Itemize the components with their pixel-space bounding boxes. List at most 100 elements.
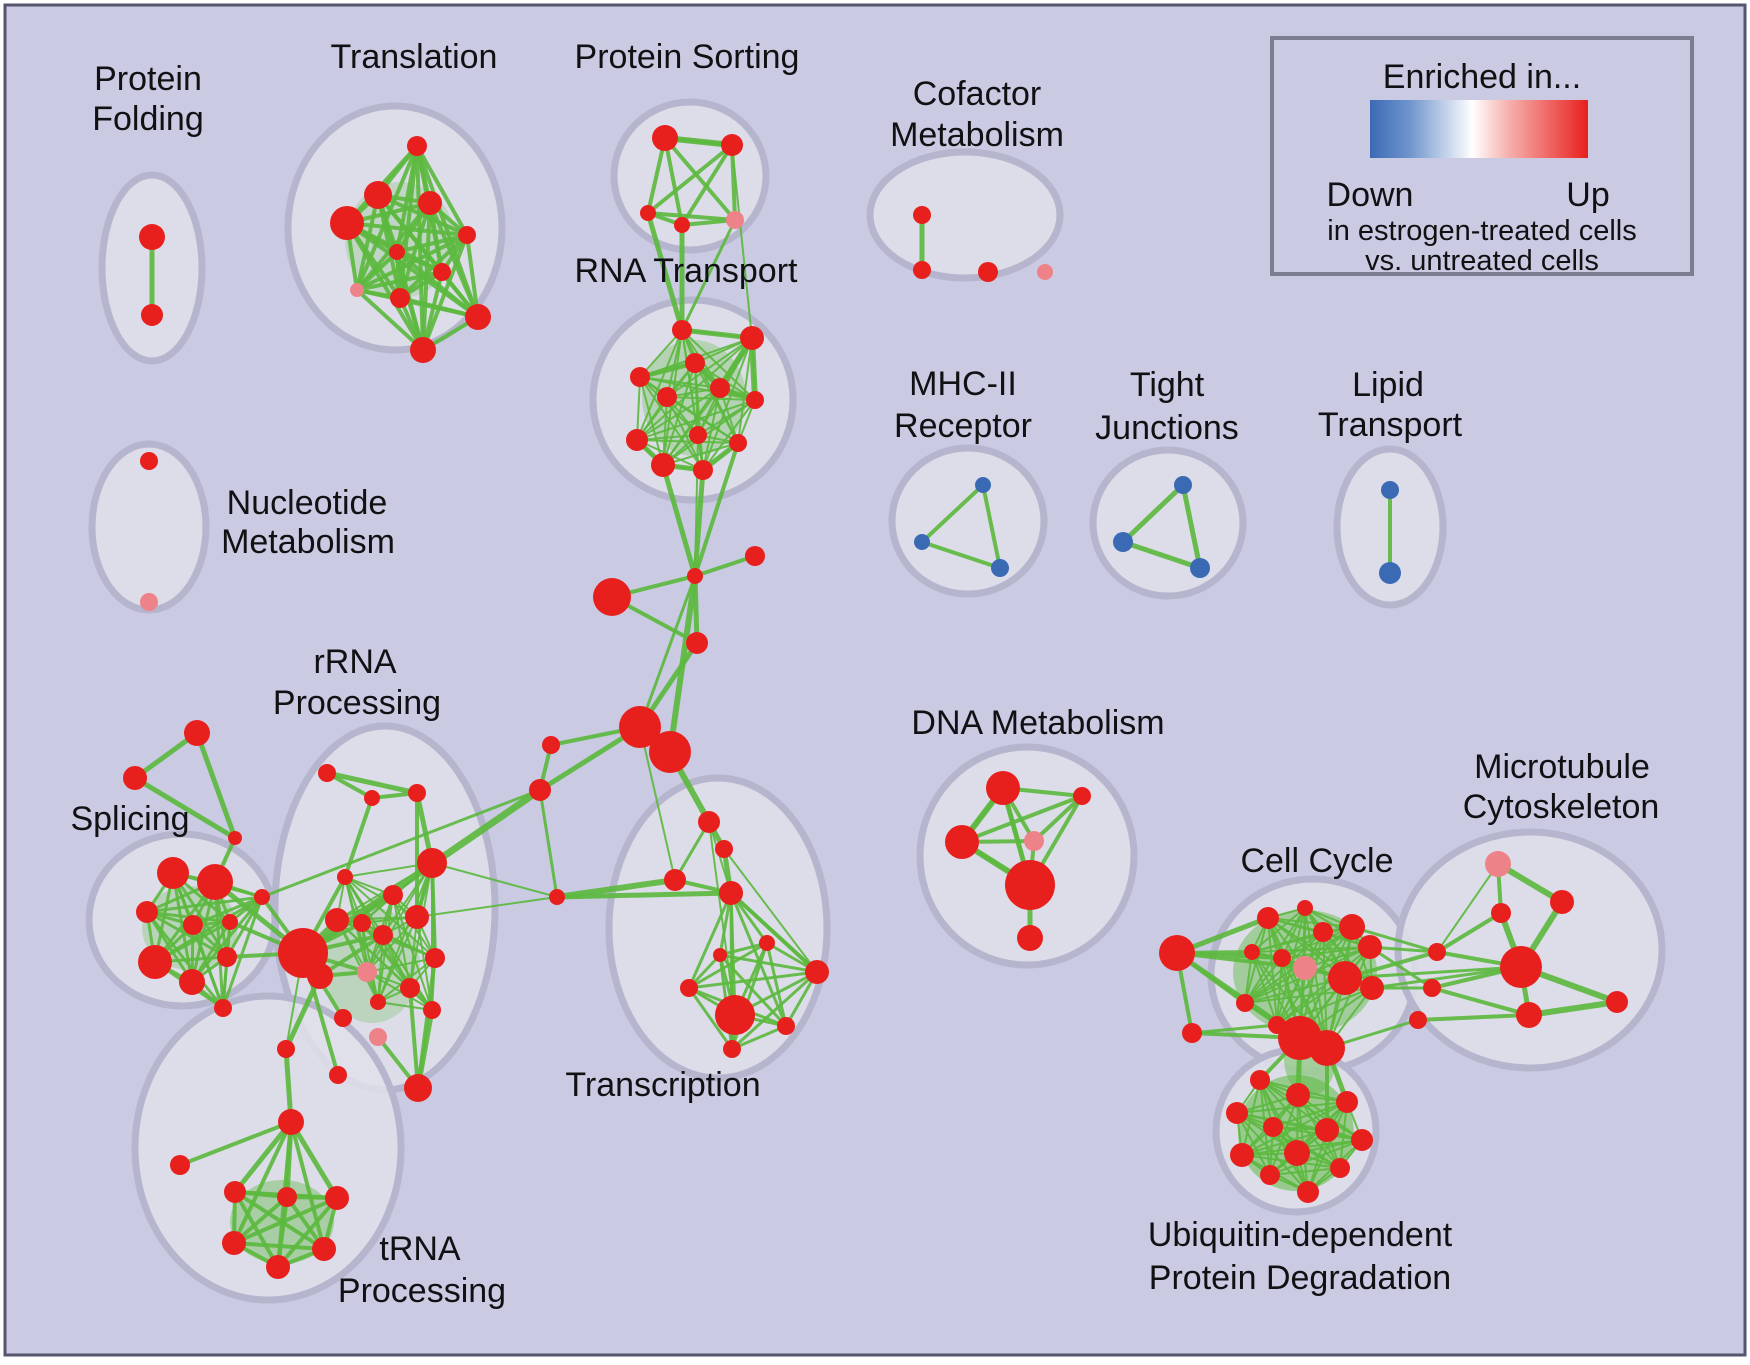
gene-set-node (630, 367, 650, 387)
cluster-label: Nucleotide (227, 484, 388, 522)
cluster-label: RNA Transport (575, 252, 799, 290)
network-edge (1304, 907, 1328, 1049)
network-edge (708, 821, 732, 894)
gene-set-node (1360, 976, 1384, 1000)
network-edge (719, 953, 818, 974)
gene-set-node (978, 262, 998, 282)
gene-set-node (224, 1181, 246, 1203)
gene-set-node (1113, 532, 1133, 552)
gene-set-node (1073, 787, 1091, 805)
network-edge (647, 211, 736, 222)
gene-set-node (777, 1017, 795, 1035)
gene-set-node (1550, 890, 1574, 914)
network-edge (1276, 926, 1353, 1026)
gene-set-node (719, 881, 743, 905)
network-edge (636, 329, 683, 441)
gene-set-node (651, 453, 675, 477)
gene-set-node (1293, 956, 1317, 980)
network-edge (1528, 999, 1618, 1018)
gene-set-node (805, 960, 829, 984)
gene-set-node (184, 720, 210, 746)
gene-set-node (713, 948, 727, 962)
gene-set-node (417, 848, 447, 878)
gene-set-node (307, 963, 333, 989)
gene-set-node (1500, 946, 1542, 988)
gene-set-node (405, 905, 429, 929)
gene-set-node (657, 387, 677, 407)
network-edge (666, 396, 756, 401)
gene-set-node (1286, 1083, 1310, 1107)
network-edge (673, 821, 711, 881)
gene-set-node (1024, 831, 1044, 851)
cluster-label: Folding (92, 100, 204, 138)
network-edge (694, 554, 756, 578)
cluster-ellipse-cofactor-metabolism (866, 148, 1064, 282)
gene-set-node (123, 766, 147, 790)
network-edge (366, 916, 418, 973)
gene-set-node (179, 969, 205, 995)
gene-set-node (214, 999, 232, 1017)
network-edge (232, 1121, 293, 1244)
network-edge (366, 957, 436, 973)
gene-set-node (1236, 994, 1254, 1012)
cluster-label: Metabolism (221, 523, 395, 561)
gene-set-node (138, 945, 172, 979)
network-edge (415, 145, 469, 236)
network-edge (1251, 926, 1353, 953)
network-edge (731, 1024, 787, 1051)
network-edge (1251, 946, 1371, 953)
gene-set-node (698, 811, 720, 833)
network-edge (431, 862, 558, 898)
network-edge (133, 775, 237, 841)
network-edge (399, 296, 479, 319)
gene-set-node (710, 378, 730, 398)
network-edge (681, 329, 756, 401)
network-edge (1121, 483, 1185, 544)
network-edge (1191, 1023, 1278, 1035)
legend-up-label: Up (1566, 176, 1609, 214)
gene-set-node (1226, 1102, 1248, 1124)
gene-set-node (1297, 1181, 1319, 1203)
gene-set-node (334, 1009, 352, 1027)
gene-set-node (721, 134, 743, 156)
gene-set-node (1250, 1070, 1270, 1090)
network-edge (382, 934, 433, 1011)
network-edge (355, 288, 425, 352)
gene-set-node (626, 429, 648, 451)
gene-set-node (1491, 903, 1511, 923)
network-edge (639, 726, 676, 881)
cluster-label: Transcription (565, 1066, 760, 1104)
network-edge (355, 194, 380, 291)
gene-set-node (1428, 943, 1446, 961)
gene-set-node (373, 925, 393, 945)
gene-set-node (1379, 562, 1401, 584)
gene-set-node (991, 559, 1009, 577)
gene-set-node (723, 1040, 741, 1058)
network-edge (1032, 794, 1084, 843)
gene-set-node (1485, 851, 1511, 877)
network-edge (636, 399, 756, 441)
cluster-label: Junctions (1095, 409, 1239, 447)
gene-set-node (715, 840, 733, 858)
gene-set-node (687, 568, 703, 584)
gene-set-node (1381, 481, 1399, 499)
network-edge (702, 387, 721, 471)
gene-set-node (1336, 1091, 1358, 1113)
gene-set-node (312, 1237, 336, 1261)
gene-set-node (640, 205, 656, 221)
gene-set-node (1339, 914, 1365, 940)
gene-set-node (1190, 558, 1210, 578)
network-edge (1344, 965, 1522, 980)
network-edge (723, 848, 818, 973)
cluster-ellipse-tight-junctions (1089, 446, 1247, 600)
network-edge (1371, 965, 1522, 990)
network-edge (428, 202, 480, 318)
network-edge (179, 1120, 292, 1167)
network-edge (688, 970, 818, 990)
network-edge (1281, 946, 1371, 959)
network-edge (662, 399, 756, 466)
gene-set-node (740, 326, 764, 350)
gene-set-node (1351, 1129, 1373, 1151)
cluster-label: Cell Cycle (1240, 842, 1393, 880)
